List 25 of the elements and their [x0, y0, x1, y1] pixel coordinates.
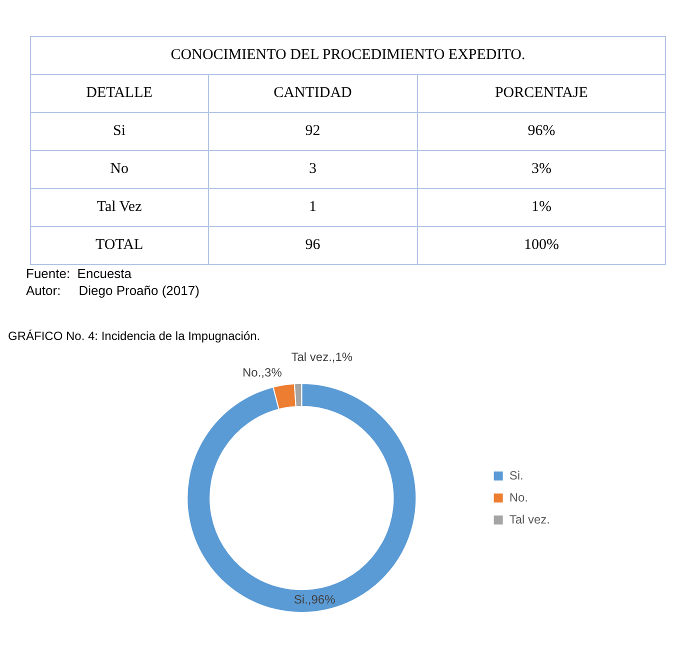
data-label: Si.,96% [294, 592, 336, 607]
data-label: Tal vez.,1% [291, 350, 353, 364]
legend-label: Tal vez. [509, 512, 550, 526]
text: 100% [417, 226, 666, 264]
text: 1 [208, 188, 418, 226]
text: CONOCIMIENTO DEL PROCEDIMIENTO EXPEDITO. [30, 36, 666, 74]
text: Tal Vez [30, 188, 208, 226]
text: 3% [417, 150, 666, 188]
text: 96% [417, 112, 666, 150]
chart-title: GRÁFICO No. 4: Incidencia de la Impugnación. [8, 329, 262, 343]
data-label: No.,3% [242, 365, 282, 380]
text: Autor: Diego Proaño (2017) [26, 283, 200, 298]
legend-label: No. [509, 490, 528, 504]
text: 3 [208, 150, 418, 188]
text: PORCENTAJE [417, 74, 666, 112]
source-note: Fuente: Encuesta [26, 266, 132, 281]
text: No [30, 150, 208, 188]
legend-label: Si. [509, 468, 524, 482]
text: 92 [208, 112, 418, 150]
text: 96 [208, 226, 418, 264]
text: Si [30, 112, 208, 150]
text: DETALLE [30, 74, 208, 112]
text: 1% [417, 188, 666, 226]
text: TOTAL [30, 226, 208, 264]
text: CANTIDAD [208, 74, 418, 112]
